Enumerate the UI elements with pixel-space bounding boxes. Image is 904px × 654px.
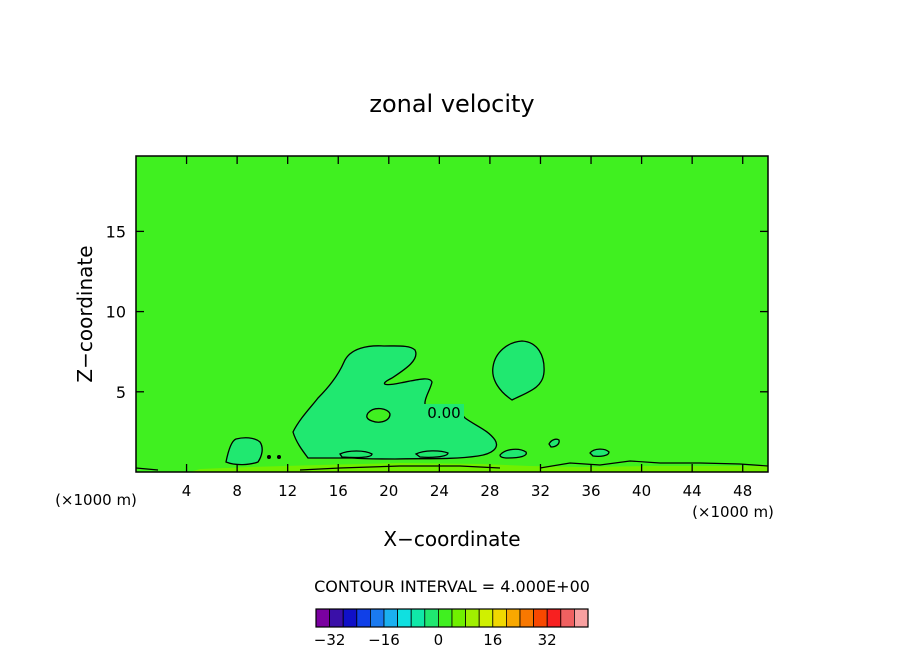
x-tick-label: 40 xyxy=(632,482,651,500)
negative-region-upper-right xyxy=(492,340,545,401)
x-tick-label: 44 xyxy=(683,482,702,500)
x-tick-label: 24 xyxy=(430,482,449,500)
colorbar-tick-label: 16 xyxy=(483,631,502,649)
x-tick-label: 36 xyxy=(581,482,600,500)
colorbar-swatch xyxy=(397,608,412,628)
negative-region-main xyxy=(292,345,498,460)
x-unit-label-left: (×1000 m) xyxy=(55,491,137,509)
x-tick-label: 4 xyxy=(182,482,192,500)
negative-region-small-b xyxy=(548,438,560,448)
x-tick-label: 48 xyxy=(733,482,752,500)
y-axis-label: Z−coordinate xyxy=(73,245,97,382)
negative-region-small-e xyxy=(414,450,449,459)
colorbar-swatch xyxy=(356,608,371,628)
colorbar-swatch xyxy=(519,608,535,628)
x-tick-label: 16 xyxy=(329,482,348,500)
colorbar-tick-label: −16 xyxy=(368,631,400,649)
colorbar-tick-label: 32 xyxy=(538,631,557,649)
x-tick-label: 8 xyxy=(232,482,242,500)
colorbar-swatch xyxy=(329,608,344,628)
x-tick-label: 28 xyxy=(480,482,499,500)
colorbar-swatch xyxy=(451,608,467,628)
colorbar-tick-label: 0 xyxy=(434,631,444,649)
contour-interval-text: CONTOUR INTERVAL = 4.000E+00 xyxy=(314,577,590,596)
colorbar-swatch xyxy=(533,608,548,628)
x-axis-label: X−coordinate xyxy=(383,527,520,551)
colorbar-swatch xyxy=(478,608,494,628)
colorbar-swatch xyxy=(383,608,399,628)
colorbar-swatch xyxy=(342,608,358,628)
chart-title: zonal velocity xyxy=(369,90,534,118)
y-tick-label: 15 xyxy=(106,222,126,241)
colorbar-frame xyxy=(315,608,589,628)
contour-label: 0.00 xyxy=(427,404,460,422)
colorbar-swatch xyxy=(560,608,575,628)
plot-frame xyxy=(135,155,769,473)
negative-region-left xyxy=(225,437,263,466)
contour-dot xyxy=(277,455,282,460)
contour-dot xyxy=(267,455,272,460)
colorbar-swatch xyxy=(424,608,439,628)
contour-line-bottom xyxy=(299,465,501,471)
colorbar xyxy=(315,608,589,628)
contour-line-near-surface xyxy=(135,460,769,471)
x-tick-label: 20 xyxy=(379,482,398,500)
x-unit-label-right: (×1000 m) xyxy=(692,503,774,521)
y-tick-label: 10 xyxy=(106,303,126,322)
colorbar-swatch xyxy=(505,608,521,628)
x-tick-label: 32 xyxy=(531,482,550,500)
colorbar-swatch xyxy=(492,608,507,628)
x-tick-label: 12 xyxy=(278,482,297,500)
colorbar-swatch xyxy=(546,608,562,628)
negative-region-small-a xyxy=(499,448,527,459)
negative-region-small-c xyxy=(589,448,610,458)
colorbar-swatch xyxy=(465,608,480,628)
colorbar-swatch xyxy=(574,608,589,628)
colorbar-swatch xyxy=(437,608,453,628)
contour-label-background xyxy=(424,404,464,420)
colorbar-tick-label: −32 xyxy=(314,631,346,649)
y-tick-label: 5 xyxy=(116,383,126,402)
negative-region-small-d xyxy=(339,450,373,459)
colorbar-swatch xyxy=(315,608,331,628)
colorbar-swatch xyxy=(369,608,385,628)
colorbar-swatch xyxy=(410,608,426,628)
